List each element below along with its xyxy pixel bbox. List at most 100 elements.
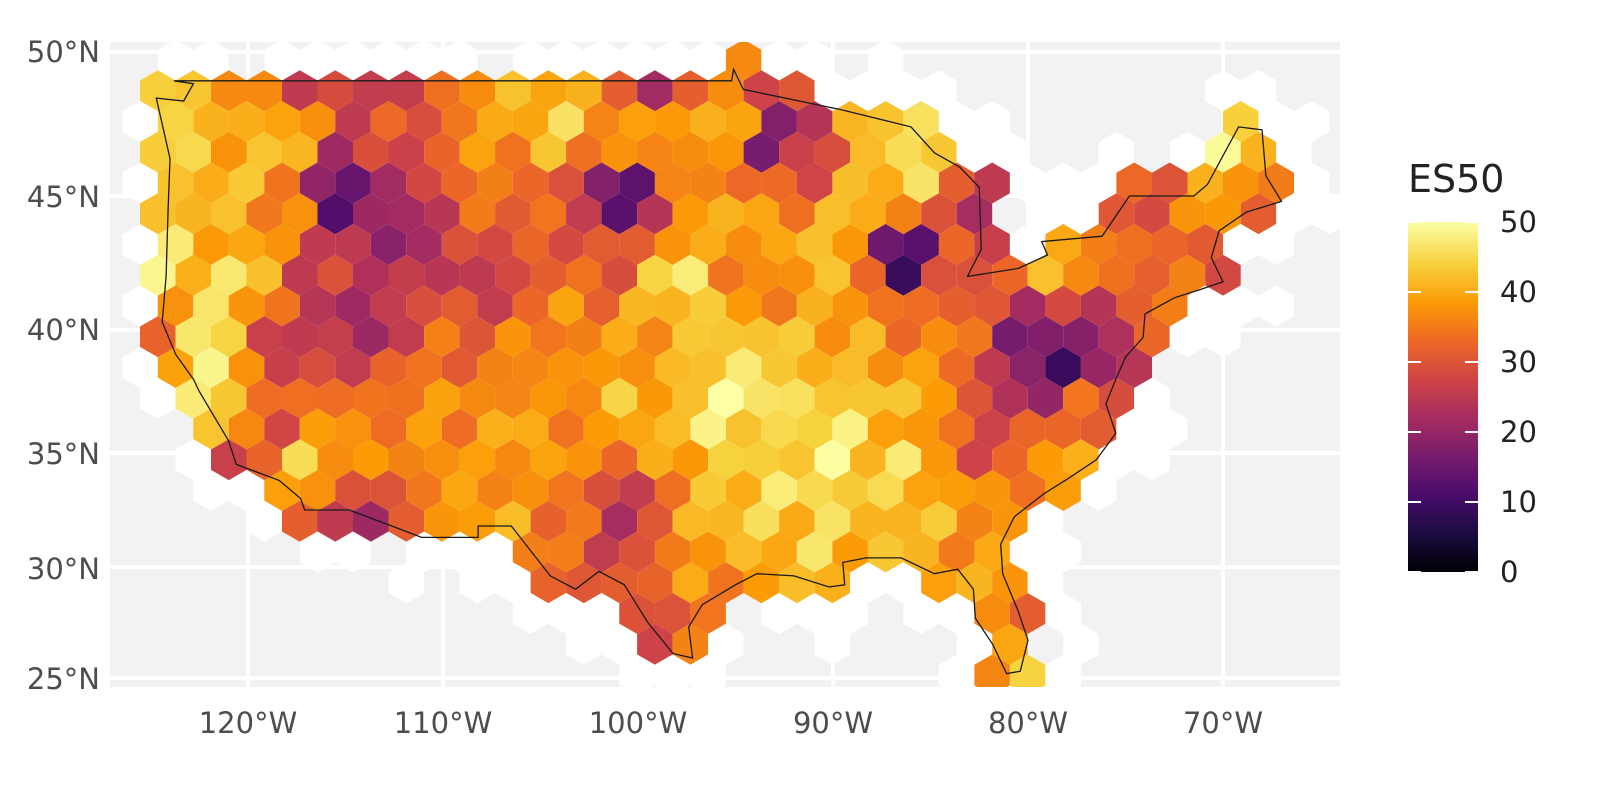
hex-cell xyxy=(885,316,922,358)
y-tick-label: 30°N xyxy=(27,552,100,586)
hex-cell xyxy=(282,193,318,235)
empty-hex-cell xyxy=(619,42,655,81)
hex-cell xyxy=(211,131,247,173)
hex-cell xyxy=(761,224,797,265)
hex-cell xyxy=(1045,224,1081,265)
hex-cell xyxy=(530,439,567,481)
hex-cell xyxy=(885,439,922,481)
hex-cell xyxy=(690,285,726,327)
hex-cell xyxy=(264,101,300,142)
hex-cell xyxy=(1223,162,1259,204)
hex-cell xyxy=(441,162,478,204)
empty-hex-cell xyxy=(583,593,620,634)
hex-cell xyxy=(424,254,460,296)
empty-hex-cell xyxy=(406,42,442,81)
hex-cell xyxy=(246,377,282,419)
hex-cell xyxy=(512,224,549,265)
empty-hex-cell xyxy=(814,70,851,112)
hex-cell xyxy=(938,347,975,388)
hex-cell xyxy=(974,531,1010,573)
hex-cell xyxy=(353,193,389,235)
empty-hex-cell xyxy=(1045,654,1081,687)
empty-hex-cell xyxy=(903,593,939,634)
hex-cell xyxy=(832,285,868,327)
x-tick-label: 90°W xyxy=(793,706,873,740)
empty-hex-cell xyxy=(1294,162,1330,204)
empty-hex-cell xyxy=(264,42,300,81)
empty-hex-cell xyxy=(1098,439,1135,481)
empty-hex-cell xyxy=(1009,224,1046,265)
empty-hex-cell xyxy=(796,42,833,81)
hex-cell xyxy=(175,193,211,235)
hex-cell xyxy=(495,316,531,358)
hex-cell xyxy=(1152,224,1188,265)
hex-cell xyxy=(619,531,655,573)
hex-cell xyxy=(743,131,780,173)
hex-cell xyxy=(282,254,318,296)
hex-cell xyxy=(1169,254,1206,296)
hex-cell xyxy=(477,285,513,327)
hex-cell xyxy=(370,347,407,388)
empty-hex-cell xyxy=(406,531,442,573)
hex-cell xyxy=(317,439,353,481)
hex-cell xyxy=(1080,285,1117,327)
hex-cell xyxy=(725,224,762,265)
hex-cell xyxy=(353,500,389,542)
hex-cell xyxy=(512,101,549,142)
hex-cell xyxy=(1134,193,1170,235)
hex-cell xyxy=(317,377,353,419)
hex-cell xyxy=(708,439,744,481)
hex-cell xyxy=(708,254,744,296)
hex-cell xyxy=(1098,316,1135,358)
hex-cell xyxy=(175,377,211,419)
hex-cell xyxy=(1009,654,1046,687)
hex-cell xyxy=(1027,377,1064,419)
hex-cell xyxy=(282,316,318,358)
hex-cell xyxy=(619,224,655,265)
hex-cell xyxy=(956,439,993,481)
empty-hex-cell xyxy=(335,42,371,81)
hex-cell xyxy=(672,500,709,542)
empty-hex-cell xyxy=(601,623,638,665)
empty-hex-cell xyxy=(885,70,922,112)
hex-cell xyxy=(530,562,567,604)
hex-cell xyxy=(725,470,762,511)
hex-cell xyxy=(832,531,868,573)
empty-hex-cell xyxy=(228,470,265,511)
hex-cell xyxy=(1205,193,1241,235)
hex-cell xyxy=(814,193,851,235)
empty-hex-cell xyxy=(867,42,904,81)
hex-cell xyxy=(796,101,833,142)
hex-cell xyxy=(672,562,709,604)
hex-cell xyxy=(743,193,780,235)
hex-cell xyxy=(548,101,584,142)
hex-cell xyxy=(708,562,744,604)
hex-cell xyxy=(903,531,939,573)
hex-cell xyxy=(903,101,939,142)
hex-cell xyxy=(211,377,247,419)
hex-cell xyxy=(157,347,194,388)
hex-cell xyxy=(1027,439,1064,481)
hex-cell xyxy=(867,101,904,142)
hex-cell xyxy=(850,316,886,358)
hex-cell xyxy=(459,131,496,173)
hex-cell xyxy=(796,224,833,265)
empty-hex-cell xyxy=(512,42,549,81)
hex-cell xyxy=(637,131,673,173)
hex-cell xyxy=(1009,285,1046,327)
empty-hex-cell xyxy=(654,42,691,81)
empty-hex-cell xyxy=(1116,408,1152,450)
hex-cell xyxy=(1098,254,1135,296)
hex-cell xyxy=(974,285,1010,327)
hex-cell xyxy=(672,377,709,419)
hex-cell xyxy=(743,439,780,481)
hex-cell xyxy=(228,408,265,450)
empty-hex-cell xyxy=(1276,131,1312,173)
hex-cell xyxy=(779,316,815,358)
legend-tick-label: 50 xyxy=(1500,205,1537,239)
hex-cell xyxy=(796,162,833,204)
hex-cell xyxy=(814,377,851,419)
hex-cell xyxy=(992,254,1028,296)
hex-cell xyxy=(1240,193,1277,235)
hex-cell xyxy=(264,162,300,204)
